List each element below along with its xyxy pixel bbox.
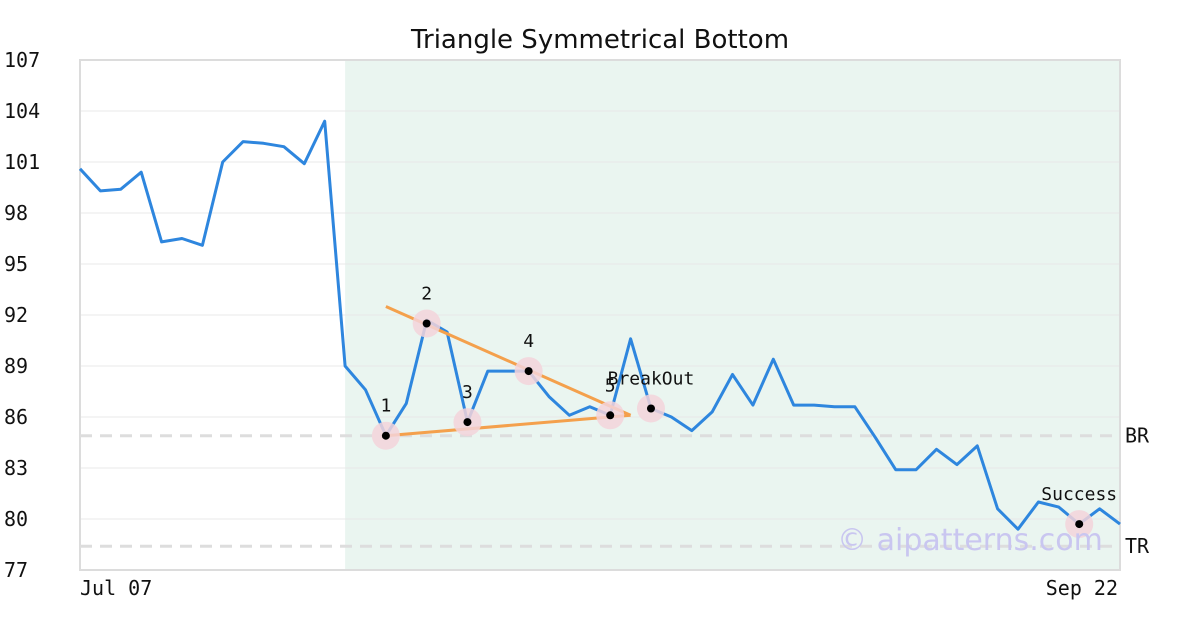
point-marker-5 [606,411,615,420]
point-label-breakout: BreakOut [608,369,695,390]
level-label-br: BR [1125,424,1150,448]
point-label-5: 5 [605,375,616,396]
y-tick-label: 89 [4,354,28,378]
watermark: © aipatterns.com [837,523,1103,558]
y-axis-ticks: 77 80 83 86 89 92 95 98 101 104 107 [4,48,40,582]
plot-border [79,59,1121,571]
y-tick-label: 101 [4,150,40,174]
point-label-success: Success [1041,484,1117,505]
point-marker-success [1075,520,1084,529]
x-tick-label-end: Sep 22 [1046,576,1118,600]
point-marker-1 [381,431,390,440]
x-tick-label-start: Jul 07 [80,576,152,600]
point-marker-2 [422,319,431,328]
level-label-tr: TR [1125,534,1150,558]
lower-trendline [385,413,631,438]
y-tick-label: 92 [4,303,28,327]
y-tick-label: 95 [4,252,28,276]
level-lines-layer: BR TR [80,424,1150,558]
y-tick-label: 83 [4,456,28,480]
point-marker-3 [463,418,472,427]
y-tick-label: 104 [4,99,40,123]
point-label-2: 2 [421,284,432,305]
point-label-1: 1 [380,396,391,417]
y-tick-label: 80 [4,507,28,531]
point-label-3: 3 [462,382,473,403]
y-tick-label: 107 [4,48,40,72]
point-marker-4 [524,367,533,376]
point-marker-breakout [646,404,655,413]
chart-title: Triangle Symmetrical Bottom [410,25,789,55]
y-tick-label: 77 [4,558,28,582]
point-label-4: 4 [523,331,534,352]
y-tick-label: 86 [4,405,28,429]
y-tick-label: 98 [4,201,28,225]
